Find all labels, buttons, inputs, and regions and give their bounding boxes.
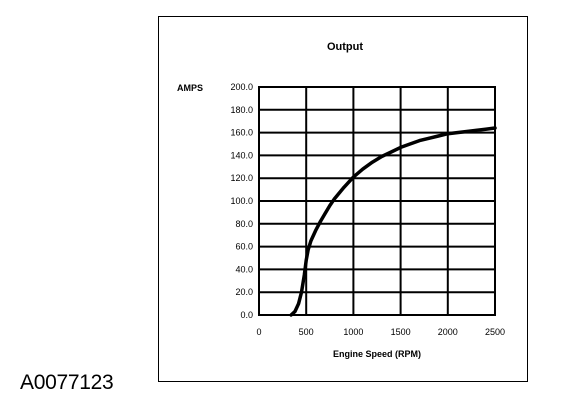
data-point — [352, 175, 355, 179]
x-axis-label: Engine Speed (RPM) — [333, 349, 421, 359]
data-point — [493, 126, 497, 130]
x-tick-label: 1000 — [343, 327, 363, 337]
data-point — [455, 131, 459, 134]
data-point — [380, 155, 384, 158]
x-tick-label: 1500 — [391, 327, 411, 337]
data-point — [389, 150, 393, 154]
data-point — [300, 290, 303, 294]
x-tick-label: 500 — [299, 327, 314, 337]
series-layer — [289, 126, 497, 317]
data-point — [342, 185, 346, 189]
data-point — [328, 204, 332, 207]
x-tick-label: 0 — [256, 327, 261, 337]
data-point — [446, 132, 450, 136]
data-point — [370, 160, 374, 164]
data-point — [361, 167, 365, 171]
y-tick-label: 160.0 — [230, 128, 253, 138]
y-axis-label: AMPS — [177, 83, 203, 93]
data-point — [293, 310, 297, 313]
y-tick-label: 200.0 — [230, 82, 253, 92]
y-tick-label: 80.0 — [235, 219, 253, 229]
data-point — [289, 313, 293, 317]
y-tick-label: 20.0 — [235, 287, 253, 297]
data-point — [408, 142, 412, 146]
data-point — [304, 258, 308, 262]
data-point — [399, 146, 402, 149]
data-point — [309, 239, 313, 243]
data-point — [418, 139, 421, 142]
chart-title: Output — [327, 41, 363, 53]
y-tick-label: 60.0 — [235, 242, 253, 252]
data-point — [465, 130, 469, 133]
y-tick-label: 100.0 — [230, 196, 253, 206]
x-tick-label: 2500 — [485, 327, 505, 337]
y-tick-label: 180.0 — [230, 105, 253, 115]
y-tick-label: 140.0 — [230, 150, 253, 160]
grid — [258, 86, 496, 316]
x-tick-label: 2000 — [438, 327, 458, 337]
output-curve — [289, 126, 497, 317]
y-tick-label: 120.0 — [230, 173, 253, 183]
tick-labels: 0.0 20.0 40.0 60.0 80.0 100.0 120.0 140.0 160.0 1… — [230, 82, 505, 337]
data-point — [474, 128, 478, 132]
data-point — [484, 127, 487, 131]
output-chart: Output AMPS Engine Speed (RPM) 0.0 20.0 40… — [177, 41, 505, 359]
figure-id-label: A0077123 — [20, 371, 114, 394]
data-point — [323, 212, 327, 215]
data-point — [297, 302, 301, 305]
data-point — [436, 134, 440, 138]
y-tick-label: 40.0 — [235, 264, 253, 274]
data-point — [302, 273, 306, 277]
chart-panel: Output AMPS Engine Speed (RPM) 0.0 20.0 40… — [158, 16, 528, 382]
data-point — [427, 136, 431, 140]
data-point — [306, 248, 310, 252]
y-tick-label: 0.0 — [240, 310, 253, 320]
data-point — [333, 197, 336, 201]
data-point — [314, 229, 318, 233]
data-point — [318, 220, 322, 223]
